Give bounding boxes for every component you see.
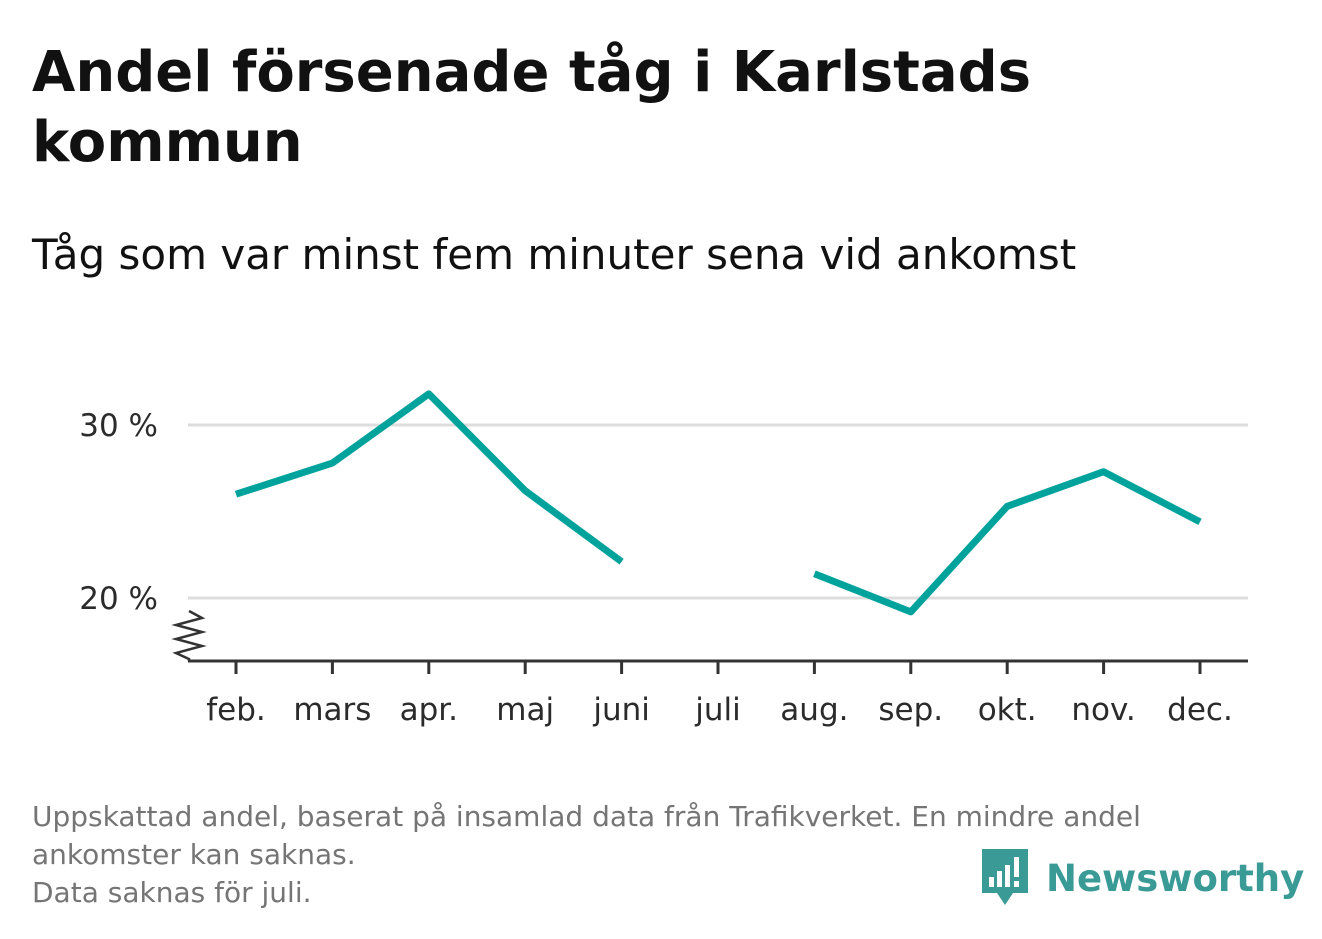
x-axis-labels: feb. mars apr. maj juni juli aug. sep. okt. nov. d… xyxy=(206,692,1233,728)
footnote-line-3: Data saknas för juli. xyxy=(32,876,312,909)
series-line xyxy=(234,390,624,565)
x-tick-label: juni xyxy=(592,692,650,728)
line-chart: 20 % 30 % feb. mars apr. maj juni juli aug. sep.… xyxy=(79,390,1248,728)
x-tick-label: mars xyxy=(293,692,371,728)
x-axis xyxy=(171,609,1248,674)
footnote-line-1: Uppskattad andel, baserat på insamlad da… xyxy=(32,800,1141,833)
brand-name: Newsworthy xyxy=(1046,856,1305,900)
footnote-line-2: ankomster kan saknas. xyxy=(32,838,356,871)
grid-lines xyxy=(188,423,1248,600)
y-axis-labels: 20 % 30 % xyxy=(79,408,158,617)
x-tick-label: sep. xyxy=(878,692,943,728)
x-tick-label: apr. xyxy=(400,692,458,728)
y-tick-label: 30 % xyxy=(79,408,158,444)
x-tick-label: feb. xyxy=(206,692,266,728)
footnote: Uppskattad andel, baserat på insamlad da… xyxy=(32,798,1292,912)
data-series xyxy=(234,390,1202,616)
x-tick-label: nov. xyxy=(1071,692,1135,728)
x-tick-label: juli xyxy=(694,692,741,728)
chart-subtitle: Tåg som var minst fem minuter sena vid a… xyxy=(32,230,1077,279)
chart-title: Andel försenade tåg i Karlstads kommun xyxy=(32,40,1032,175)
newsworthy-logo-icon xyxy=(982,849,1028,905)
series-line xyxy=(813,468,1202,616)
brand-logo: Newsworthy xyxy=(980,846,1304,910)
x-tick-label: aug. xyxy=(780,692,848,728)
x-tick-label: okt. xyxy=(978,692,1037,728)
y-tick-label: 20 % xyxy=(79,581,158,617)
y-axis-break-icon xyxy=(171,609,207,661)
x-tick-label: maj xyxy=(496,692,554,728)
x-tick-label: dec. xyxy=(1167,692,1233,728)
